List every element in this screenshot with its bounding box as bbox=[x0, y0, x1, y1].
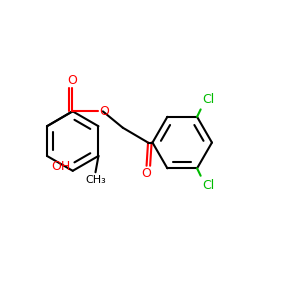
Text: CH₃: CH₃ bbox=[85, 175, 106, 185]
Text: Cl: Cl bbox=[202, 179, 214, 192]
Text: O: O bbox=[67, 74, 77, 87]
Text: O: O bbox=[99, 105, 109, 118]
Text: O: O bbox=[142, 167, 152, 180]
Text: Cl: Cl bbox=[202, 93, 214, 106]
Text: OH: OH bbox=[51, 160, 71, 173]
